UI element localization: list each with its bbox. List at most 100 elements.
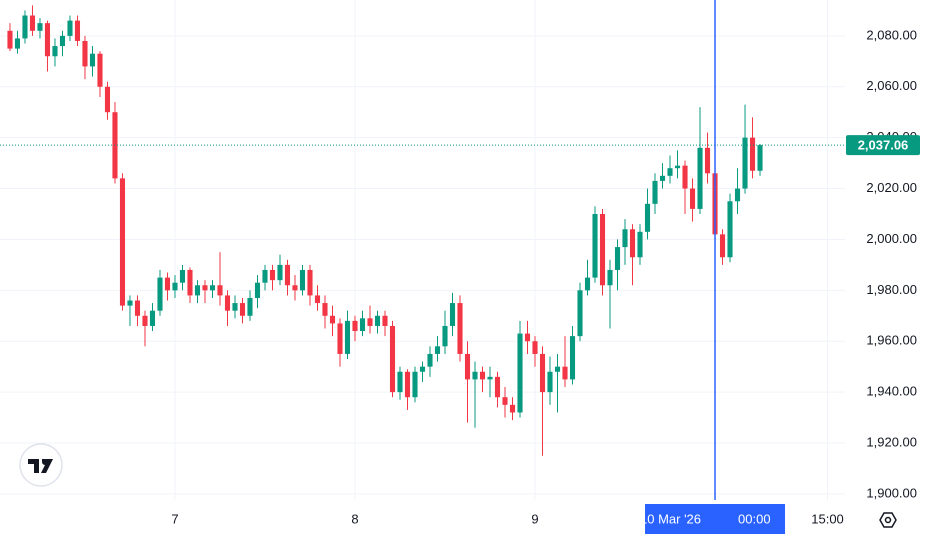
candle-body bbox=[562, 366, 568, 380]
settings-icon[interactable] bbox=[879, 512, 897, 528]
candle-body bbox=[284, 264, 291, 286]
candle-body bbox=[569, 336, 576, 380]
candle-body bbox=[37, 23, 43, 31]
logo-circle[interactable] bbox=[19, 443, 63, 487]
candle-body bbox=[67, 20, 73, 36]
candle-body bbox=[374, 315, 381, 326]
candle-body bbox=[494, 376, 501, 398]
settings-hexagon[interactable] bbox=[879, 512, 897, 528]
candle-body bbox=[659, 175, 666, 181]
candle-body bbox=[262, 269, 268, 283]
candle-body bbox=[404, 371, 411, 398]
candle-body bbox=[727, 201, 733, 258]
candle-body bbox=[697, 147, 703, 209]
candle-body bbox=[592, 213, 598, 278]
y-tick-label: 1,980.00 bbox=[866, 282, 917, 297]
candle-body bbox=[547, 371, 553, 393]
candle-body bbox=[704, 147, 711, 174]
candle-body bbox=[397, 371, 403, 393]
candle-body bbox=[502, 397, 508, 405]
candle-body bbox=[7, 30, 13, 49]
candle-body bbox=[749, 137, 756, 171]
candle-body bbox=[689, 188, 696, 209]
candle-body bbox=[427, 353, 433, 367]
candle-body bbox=[224, 295, 231, 311]
candle-body bbox=[277, 264, 283, 281]
candle-body bbox=[29, 15, 36, 31]
candle-body bbox=[44, 23, 51, 57]
y-tick-label: 2,020.00 bbox=[866, 180, 917, 195]
candle-body bbox=[14, 38, 21, 49]
candle-body bbox=[682, 165, 688, 189]
crosshair-time: 00:00 bbox=[738, 511, 771, 526]
candle-body bbox=[217, 285, 223, 296]
y-tick-label: 2,000.00 bbox=[866, 231, 917, 246]
candle-body bbox=[479, 371, 486, 380]
candle-body bbox=[644, 203, 651, 232]
candle-body bbox=[337, 323, 343, 354]
candle-body bbox=[539, 353, 546, 393]
candle-body bbox=[104, 86, 111, 113]
candle-body bbox=[329, 315, 336, 324]
candle-body bbox=[127, 300, 133, 306]
candle-body bbox=[164, 277, 171, 291]
y-tick-label: 1,920.00 bbox=[866, 434, 917, 449]
logo[interactable] bbox=[19, 443, 63, 487]
y-tick-label: 1,960.00 bbox=[866, 333, 917, 348]
candle-body bbox=[209, 285, 216, 291]
candle-body bbox=[472, 371, 478, 380]
candle-body bbox=[142, 315, 148, 326]
candle-body bbox=[97, 53, 103, 87]
candle-body bbox=[614, 247, 621, 270]
candle-body bbox=[292, 285, 298, 291]
candle-body bbox=[464, 353, 471, 380]
candle-body bbox=[382, 315, 388, 326]
x-tick-label: 7 bbox=[171, 511, 178, 526]
candle-body bbox=[157, 277, 163, 311]
crosshair-date: 10 Mar '26 bbox=[640, 511, 701, 526]
candle-body bbox=[119, 178, 126, 306]
x-tick-label: 9 bbox=[531, 511, 538, 526]
candle-body bbox=[74, 20, 81, 41]
candle-body bbox=[179, 269, 186, 283]
candle-body bbox=[187, 269, 193, 296]
candle-body bbox=[194, 285, 201, 296]
candle-body bbox=[734, 188, 741, 202]
candle-body bbox=[419, 366, 426, 372]
candle-body bbox=[517, 333, 523, 413]
candle-body bbox=[442, 325, 448, 347]
candle-body bbox=[599, 213, 606, 286]
candle-body bbox=[359, 318, 366, 332]
logo-mark[interactable] bbox=[28, 459, 53, 473]
candle-body bbox=[344, 320, 351, 354]
y-tick-label: 1,940.00 bbox=[866, 384, 917, 399]
candle-body bbox=[667, 168, 673, 176]
candle-body bbox=[629, 229, 636, 258]
candle-body bbox=[652, 180, 658, 204]
candle-body bbox=[59, 35, 66, 47]
y-tick-label: 2,060.00 bbox=[866, 78, 917, 93]
candle-body bbox=[757, 145, 763, 171]
candle-body bbox=[389, 325, 396, 393]
candle-body bbox=[487, 376, 493, 380]
candle-body bbox=[577, 290, 583, 337]
candle-body bbox=[52, 46, 58, 57]
candle-body bbox=[82, 40, 88, 67]
candle-body bbox=[314, 295, 321, 304]
x-tick-label: 8 bbox=[351, 511, 358, 526]
candle-body bbox=[232, 303, 238, 311]
plot: 1,900.00 1,920.00 1,940.00 1,960.00 1,980.00… bbox=[0, 0, 920, 534]
candle-body bbox=[22, 15, 28, 39]
settings-center[interactable] bbox=[884, 516, 892, 524]
candle-body bbox=[622, 229, 628, 248]
candle-body bbox=[674, 165, 681, 169]
candle-body bbox=[367, 318, 373, 326]
candle-body bbox=[434, 346, 441, 354]
candle-body bbox=[172, 282, 178, 291]
candle-body bbox=[202, 285, 208, 291]
x-tick-label: 15:00 bbox=[811, 511, 844, 526]
candle-body bbox=[719, 234, 726, 258]
candle-body bbox=[524, 333, 531, 342]
candle-body bbox=[239, 303, 246, 316]
